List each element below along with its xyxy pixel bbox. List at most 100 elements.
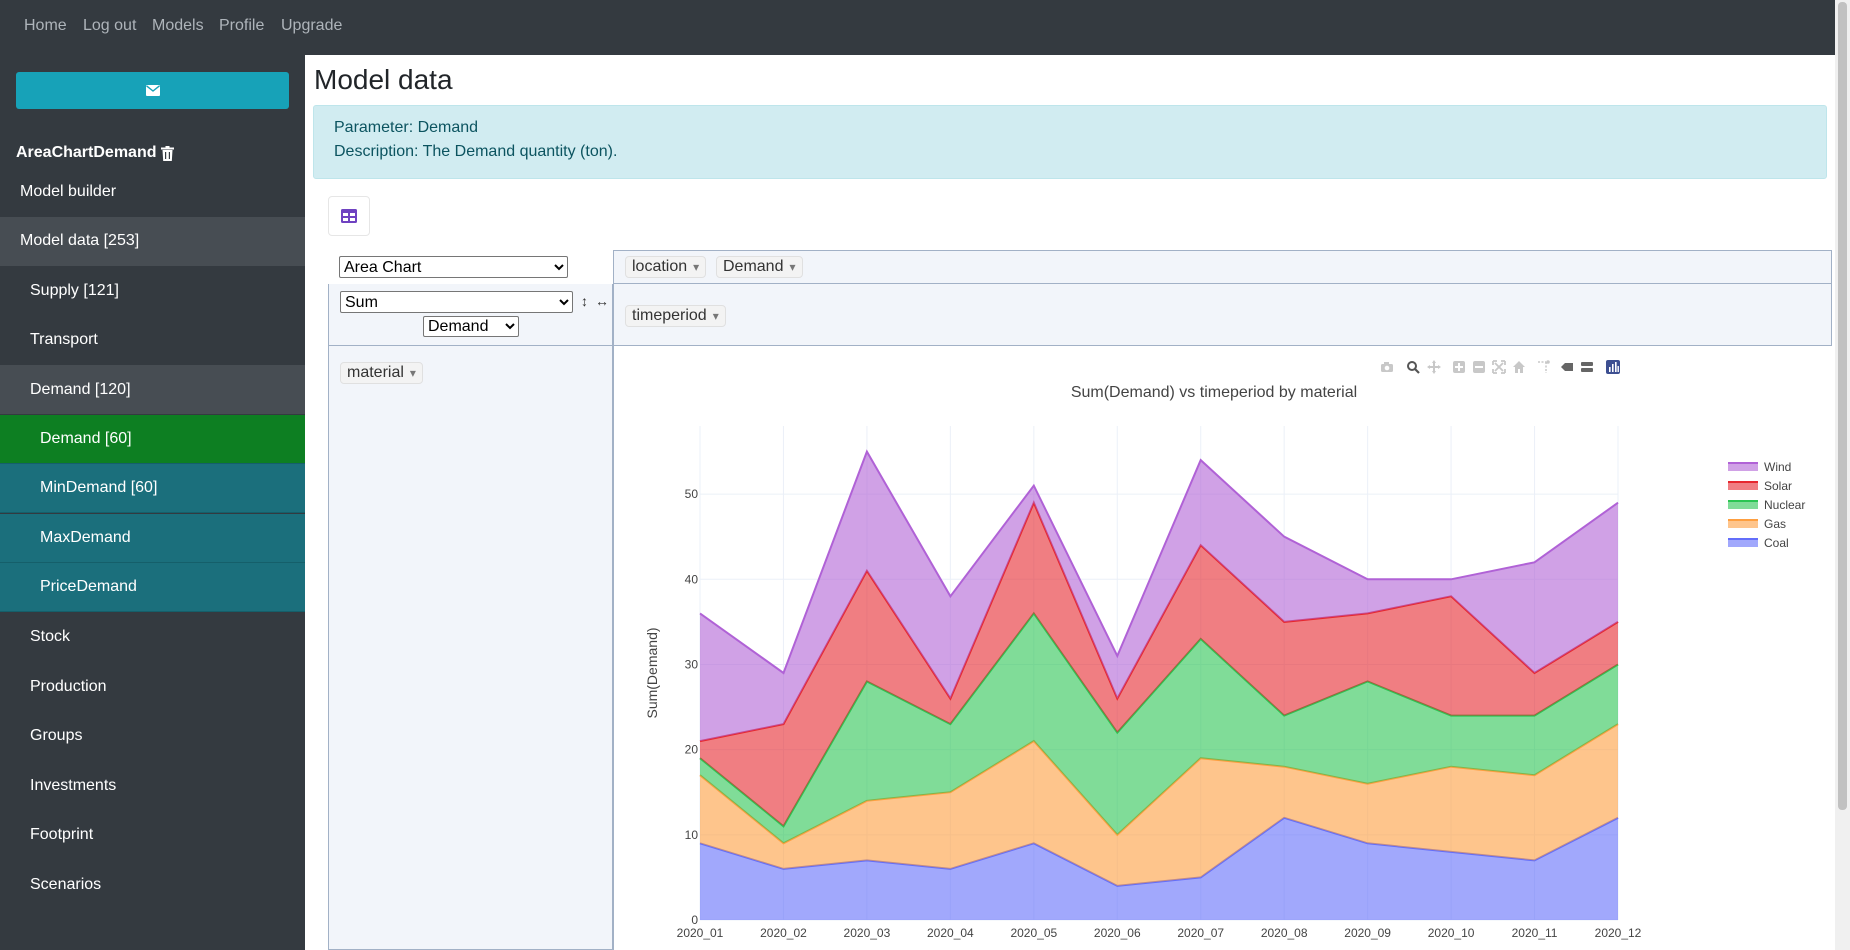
nav-models-link[interactable]: Models — [152, 17, 204, 34]
parameter-text: Parameter: Demand — [334, 119, 479, 136]
field-pill-location[interactable]: location ▾ — [625, 256, 707, 278]
sidebar: AreaChartDemand Model builder Model data … — [0, 55, 305, 950]
sidebar-item-model-data[interactable]: Model data [253] — [0, 216, 305, 266]
sidebar-item-label: Investments — [30, 776, 117, 794]
sidebar-item-pricedemand[interactable]: PriceDemand — [0, 563, 305, 612]
reset-axes-icon[interactable] — [1511, 359, 1527, 375]
pan-icon[interactable] — [1426, 359, 1442, 375]
hover-closest-icon[interactable] — [1559, 359, 1575, 375]
value-field-select[interactable]: Demand — [423, 316, 519, 337]
sidebar-item-investments[interactable]: Investments — [0, 761, 305, 810]
x-tick-label: 2020_06 — [1094, 926, 1141, 940]
field-pill-demand[interactable]: Demand ▾ — [716, 256, 803, 278]
table-view-button[interactable] — [328, 196, 370, 236]
field-filter-caret-icon[interactable]: ▾ — [409, 366, 416, 380]
legend-swatch-wind[interactable] — [1728, 463, 1758, 471]
field-pill-timeperiod[interactable]: timeperiod ▾ — [625, 305, 726, 327]
zoom-out-icon[interactable] — [1471, 359, 1487, 375]
zoom-in-icon[interactable] — [1451, 359, 1467, 375]
area-gas — [700, 724, 1618, 886]
legend-swatch-coal[interactable] — [1728, 539, 1758, 547]
legend-swatch-nuclear[interactable] — [1728, 501, 1758, 509]
sidebar-item-label: Scenarios — [30, 875, 102, 893]
pivot-renderer-cell: Area Chart — [328, 250, 612, 346]
sidebar-item-label: Demand [60] — [40, 429, 132, 447]
field-pill-material[interactable]: material ▾ — [340, 362, 423, 384]
x-tick-label: 2020_10 — [1428, 926, 1475, 940]
pivot-unused-fields-area[interactable] — [328, 346, 613, 950]
plotly-logo-icon[interactable] — [1605, 359, 1621, 375]
field-pill-label: location — [632, 258, 688, 275]
area-wind — [700, 451, 1618, 742]
legend-swatch-solar[interactable] — [1728, 482, 1758, 490]
y-tick-label: 40 — [685, 572, 699, 586]
top-navbar: Home Log out Models Profile Upgrade — [0, 0, 1835, 55]
sidebar-item-demand[interactable]: Demand [60] — [0, 414, 305, 464]
sidebar-item-demand[interactable]: Demand [120] — [0, 365, 305, 414]
field-pill-label: timeperiod — [632, 307, 707, 324]
row-order-toggle-icon[interactable]: ↕ — [581, 293, 588, 309]
sidebar-item-label: Transport — [30, 331, 98, 348]
description-text: Description: The Demand quantity (ton). — [334, 143, 618, 160]
x-tick-label: 2020_03 — [844, 926, 891, 940]
nav-logout-link[interactable]: Log out — [83, 17, 137, 34]
y-tick-label: 50 — [685, 487, 699, 501]
camera-icon[interactable] — [1379, 359, 1395, 375]
sidebar-item-label: Groups — [30, 727, 83, 744]
sidebar-item-label: Model builder — [20, 182, 117, 200]
autoscale-icon[interactable] — [1491, 359, 1507, 375]
area-nuclear — [700, 613, 1618, 844]
mail-button[interactable] — [16, 72, 289, 109]
page-scrollbar[interactable] — [1835, 0, 1850, 950]
sidebar-item-supply[interactable]: Supply [121] — [0, 266, 305, 315]
legend-swatch-gas[interactable] — [1728, 520, 1758, 528]
zoom-icon[interactable] — [1405, 359, 1421, 375]
renderer-select[interactable]: Area Chart — [339, 256, 568, 278]
nav-profile-link[interactable]: Profile — [219, 17, 265, 34]
sidebar-item-label: Supply [121] — [30, 281, 119, 299]
sidebar-item-production[interactable]: Production — [0, 662, 305, 711]
col-order-toggle-icon[interactable]: ↔ — [595, 293, 609, 309]
field-filter-caret-icon[interactable]: ▾ — [712, 309, 719, 323]
chart-output: 0 10 20 30 40 50 2020_01 2020_02 2020_03 2020_04 2… — [613, 346, 1833, 950]
nav-upgrade-link[interactable]: Upgrade — [281, 17, 343, 34]
y-tick-label: 30 — [685, 657, 699, 671]
field-filter-caret-icon[interactable]: ▾ — [789, 260, 796, 274]
sidebar-item-scenarios[interactable]: Scenarios — [0, 860, 305, 909]
area-coal — [700, 817, 1618, 920]
x-tick-label: 2020_08 — [1261, 926, 1308, 940]
legend-label-wind: Wind — [1764, 460, 1791, 474]
parameter-info-box: Parameter: Demand Description: The Deman… — [313, 105, 1827, 179]
sidebar-item-stock[interactable]: Stock — [0, 612, 305, 662]
scrollbar-thumb[interactable] — [1838, 2, 1847, 810]
sidebar-item-maxdemand[interactable]: MaxDemand — [0, 513, 305, 563]
sidebar-item-label: Model data [253] — [20, 232, 140, 249]
x-tick-label: 2020_11 — [1512, 926, 1558, 940]
sidebar-item-footprint[interactable]: Footprint — [0, 810, 305, 860]
x-tick-label: 2020_01 — [677, 926, 724, 940]
x-tick-label: 2020_02 — [760, 926, 807, 940]
y-tick-label: 0 — [691, 913, 698, 927]
page-title: Model data — [314, 64, 453, 95]
legend-label-coal: Coal — [1764, 536, 1789, 550]
model-name: AreaChartDemand — [16, 144, 175, 162]
sidebar-item-groups[interactable]: Groups — [0, 711, 305, 761]
trash-icon[interactable] — [161, 145, 175, 161]
aggregator-select[interactable]: Sum — [340, 291, 573, 313]
y-tick-label: 20 — [685, 743, 699, 757]
sidebar-item-mindemand[interactable]: MinDemand [60] — [0, 464, 305, 513]
nav-home-link[interactable]: Home — [24, 17, 67, 34]
sidebar-item-model-builder[interactable]: Model builder — [0, 167, 305, 216]
legend-label-gas: Gas — [1764, 517, 1786, 531]
legend-label-nuclear: Nuclear — [1764, 498, 1805, 512]
x-tick-label: 2020_07 — [1177, 926, 1224, 940]
x-tick-label: 2020_12 — [1595, 926, 1642, 940]
spike-lines-icon[interactable] — [1536, 359, 1552, 375]
field-filter-caret-icon[interactable]: ▾ — [693, 260, 700, 274]
pivot-columns-area[interactable] — [613, 250, 1832, 284]
hover-compare-icon[interactable] — [1579, 359, 1595, 375]
sidebar-item-transport[interactable]: Transport — [0, 315, 305, 365]
pivot-rows-area[interactable] — [613, 284, 1832, 346]
chart-title: Sum(Demand) vs timeperiod by material — [1071, 384, 1357, 401]
model-name-label: AreaChartDemand — [16, 144, 157, 161]
